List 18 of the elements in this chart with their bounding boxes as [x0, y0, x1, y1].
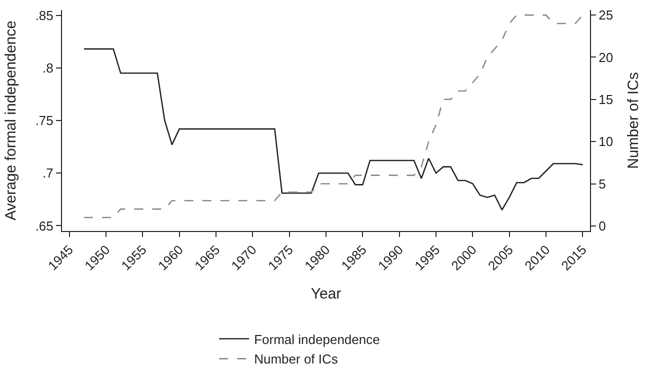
y2-tick-label: 20: [598, 50, 614, 65]
y2-tick-label: 5: [598, 176, 606, 192]
y-axis-title: Average formal independence: [2, 20, 20, 220]
y2-axis-title: Number of ICs: [625, 72, 642, 169]
legend-label: Formal independence: [254, 332, 380, 347]
line-series: [83, 48, 584, 211]
y-tick-label: .85: [35, 8, 54, 23]
y2-tick-label: 0: [598, 218, 606, 234]
y-tick-label: .7: [42, 166, 54, 181]
y-tick-label: .75: [35, 113, 54, 128]
y2-tick-label: 25: [598, 8, 614, 23]
y2-tick-label: 15: [598, 92, 614, 107]
x-axis-title: Year: [310, 285, 342, 302]
line-series: [83, 14, 584, 218]
legend-label: Number of ICs: [254, 352, 338, 367]
y-tick-label: .8: [42, 60, 54, 76]
y-tick-label: .65: [35, 218, 54, 234]
y2-tick-label: 10: [598, 134, 614, 150]
